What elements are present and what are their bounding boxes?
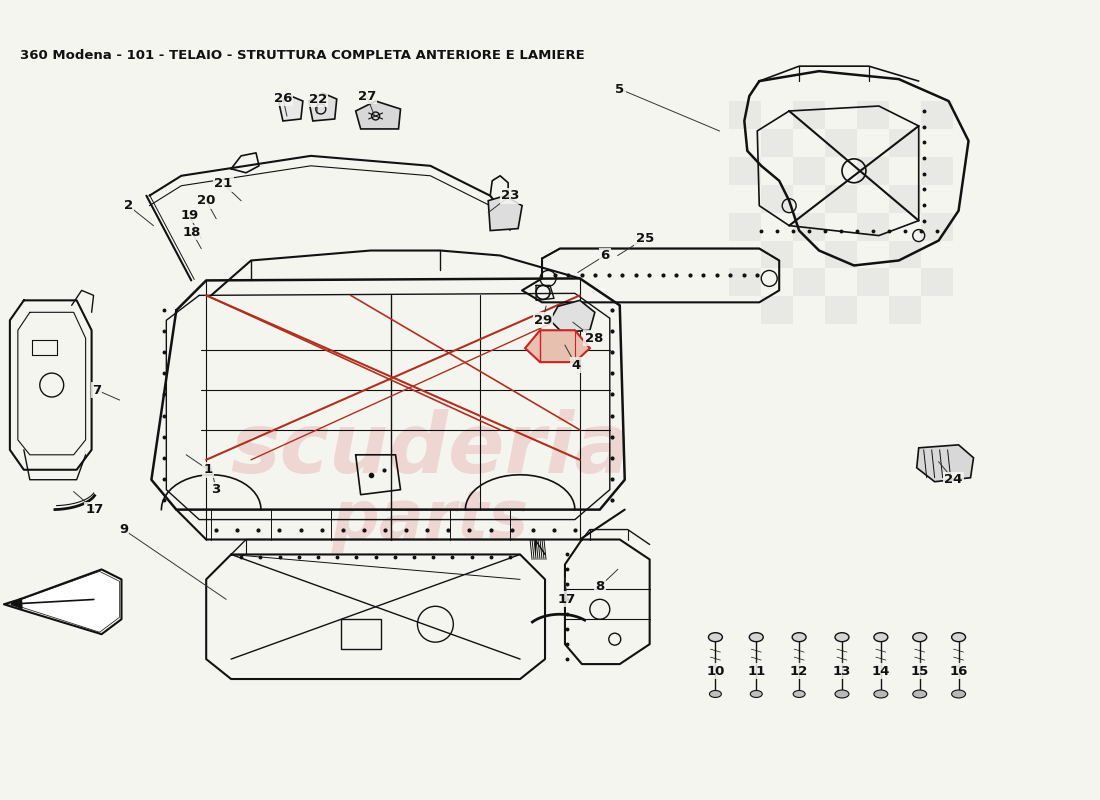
Polygon shape <box>916 445 974 482</box>
Ellipse shape <box>708 633 723 642</box>
Ellipse shape <box>793 690 805 698</box>
Text: 17: 17 <box>558 593 576 606</box>
Text: 1: 1 <box>204 463 212 476</box>
Text: 27: 27 <box>358 90 376 102</box>
Bar <box>793 213 825 241</box>
Text: 18: 18 <box>183 226 201 239</box>
Bar <box>857 101 889 129</box>
Ellipse shape <box>873 690 888 698</box>
Text: 11: 11 <box>747 665 766 678</box>
Text: 15: 15 <box>911 665 928 678</box>
Bar <box>825 241 857 269</box>
Text: 5: 5 <box>615 82 625 95</box>
Text: 3: 3 <box>211 483 221 496</box>
Text: 12: 12 <box>790 665 808 678</box>
Bar <box>793 157 825 185</box>
Bar <box>825 129 857 157</box>
Bar <box>857 157 889 185</box>
Text: 4: 4 <box>571 358 581 372</box>
Ellipse shape <box>835 633 849 642</box>
Ellipse shape <box>913 690 926 698</box>
Text: 28: 28 <box>585 332 603 345</box>
Text: 29: 29 <box>534 314 552 326</box>
Text: 26: 26 <box>274 91 293 105</box>
Ellipse shape <box>749 633 763 642</box>
Polygon shape <box>355 101 400 129</box>
Polygon shape <box>309 93 337 121</box>
Polygon shape <box>279 96 302 121</box>
Bar <box>761 241 793 269</box>
Bar <box>761 129 793 157</box>
Text: 19: 19 <box>180 209 198 222</box>
Ellipse shape <box>873 633 888 642</box>
Bar <box>921 157 953 185</box>
Bar <box>921 213 953 241</box>
Bar <box>793 269 825 296</box>
Ellipse shape <box>952 690 966 698</box>
Ellipse shape <box>835 690 849 698</box>
Ellipse shape <box>952 633 966 642</box>
Polygon shape <box>488 196 522 230</box>
Text: 16: 16 <box>949 665 968 678</box>
Text: scuderia: scuderia <box>230 410 630 490</box>
Text: 17: 17 <box>86 503 103 516</box>
Text: 14: 14 <box>871 665 890 678</box>
Bar <box>729 269 761 296</box>
Bar <box>825 296 857 324</box>
Bar <box>889 185 921 213</box>
Ellipse shape <box>750 690 762 698</box>
Ellipse shape <box>792 633 806 642</box>
Bar <box>857 213 889 241</box>
Text: 22: 22 <box>309 93 327 106</box>
Bar <box>793 101 825 129</box>
Bar <box>729 101 761 129</box>
Bar <box>921 269 953 296</box>
Bar <box>825 185 857 213</box>
Text: 2: 2 <box>124 199 133 212</box>
Bar <box>889 129 921 157</box>
Text: 13: 13 <box>833 665 851 678</box>
Text: 7: 7 <box>92 383 101 397</box>
Text: 23: 23 <box>500 190 519 202</box>
Text: 24: 24 <box>945 474 962 486</box>
Polygon shape <box>550 300 595 332</box>
Text: 6: 6 <box>601 249 609 262</box>
Bar <box>889 296 921 324</box>
Bar <box>761 296 793 324</box>
Text: 20: 20 <box>197 194 216 207</box>
Text: 9: 9 <box>119 523 128 536</box>
Text: parts: parts <box>332 486 529 553</box>
Bar <box>921 101 953 129</box>
Bar <box>857 269 889 296</box>
Polygon shape <box>6 571 120 632</box>
Bar <box>761 185 793 213</box>
Text: 10: 10 <box>706 665 725 678</box>
Text: 360 Modena - 101 - TELAIO - STRUTTURA COMPLETA ANTERIORE E LAMIERE: 360 Modena - 101 - TELAIO - STRUTTURA CO… <box>20 50 584 62</box>
Text: 21: 21 <box>214 178 232 190</box>
Ellipse shape <box>710 690 722 698</box>
Text: 8: 8 <box>595 580 605 593</box>
Ellipse shape <box>913 633 926 642</box>
Bar <box>729 157 761 185</box>
Bar <box>729 213 761 241</box>
Polygon shape <box>525 330 590 362</box>
Bar <box>889 241 921 269</box>
Text: 25: 25 <box>636 232 653 245</box>
